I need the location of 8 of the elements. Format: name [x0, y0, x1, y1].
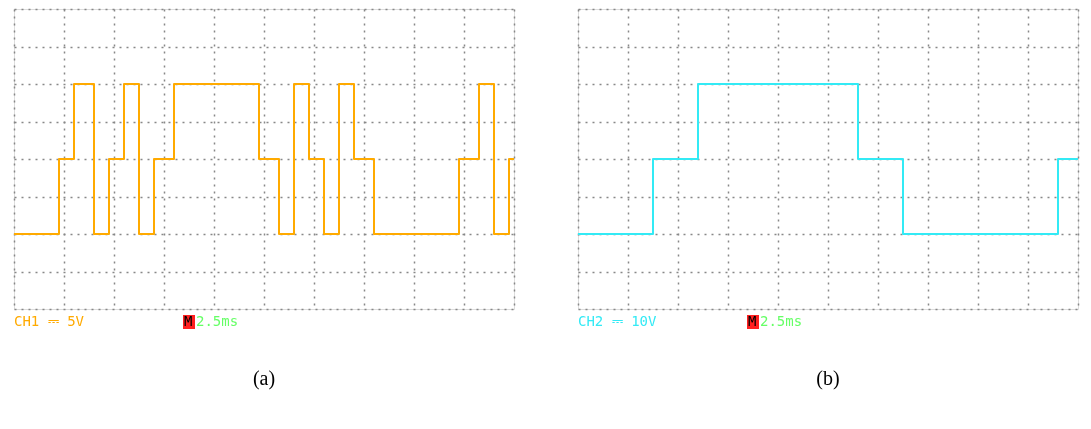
text: CH2 ⎓ 10V — [578, 313, 657, 329]
text: (a) — [252, 367, 276, 390]
text: M — [184, 313, 193, 329]
text: M — [748, 313, 757, 329]
text: 2.5ms — [760, 313, 803, 329]
text: 2.5ms — [196, 313, 239, 329]
text: CH1 ⎓ 5V — [14, 313, 85, 329]
text: (b) — [816, 367, 840, 390]
